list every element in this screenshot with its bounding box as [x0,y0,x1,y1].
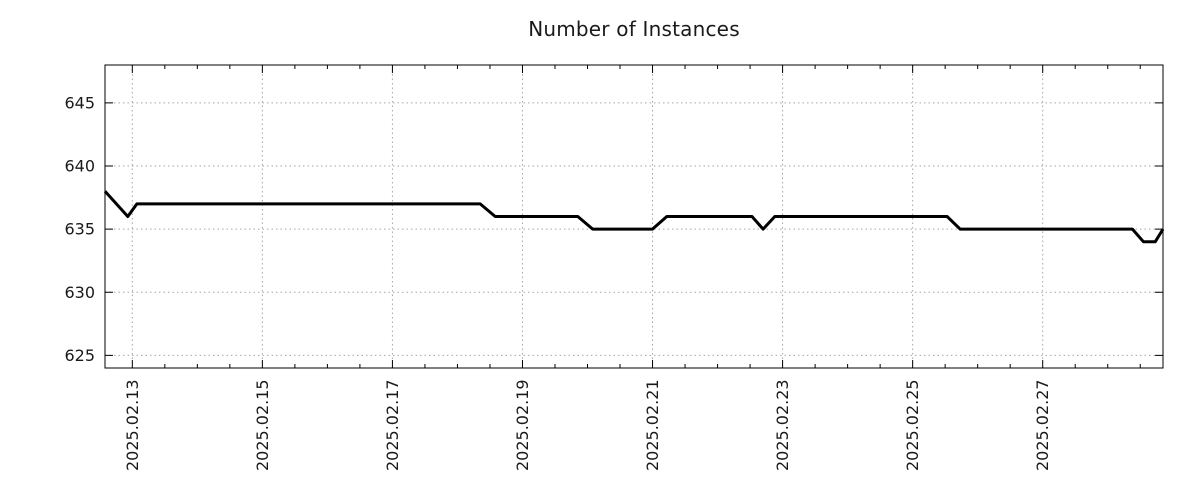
x-tick-label: 2025.02.25 [903,379,922,471]
y-tick-label: 645 [64,93,95,112]
y-tick-label: 625 [64,346,95,365]
x-tick-label: 2025.02.21 [643,379,662,471]
x-tick-label: 2025.02.17 [383,379,402,471]
y-tick-label: 635 [64,220,95,239]
chart-title: Number of Instances [528,17,740,41]
data-line [103,190,1165,244]
x-tick-label: 2025.02.19 [513,379,532,471]
x-tick-label: 2025.02.15 [253,379,272,471]
x-tick-label: 2025.02.27 [1033,379,1052,471]
y-tick-label: 640 [64,157,95,176]
x-tick-label: 2025.02.23 [773,379,792,471]
x-tick-label: 2025.02.13 [123,379,142,471]
plot-border [104,64,1164,369]
y-tick-label: 630 [64,283,95,302]
